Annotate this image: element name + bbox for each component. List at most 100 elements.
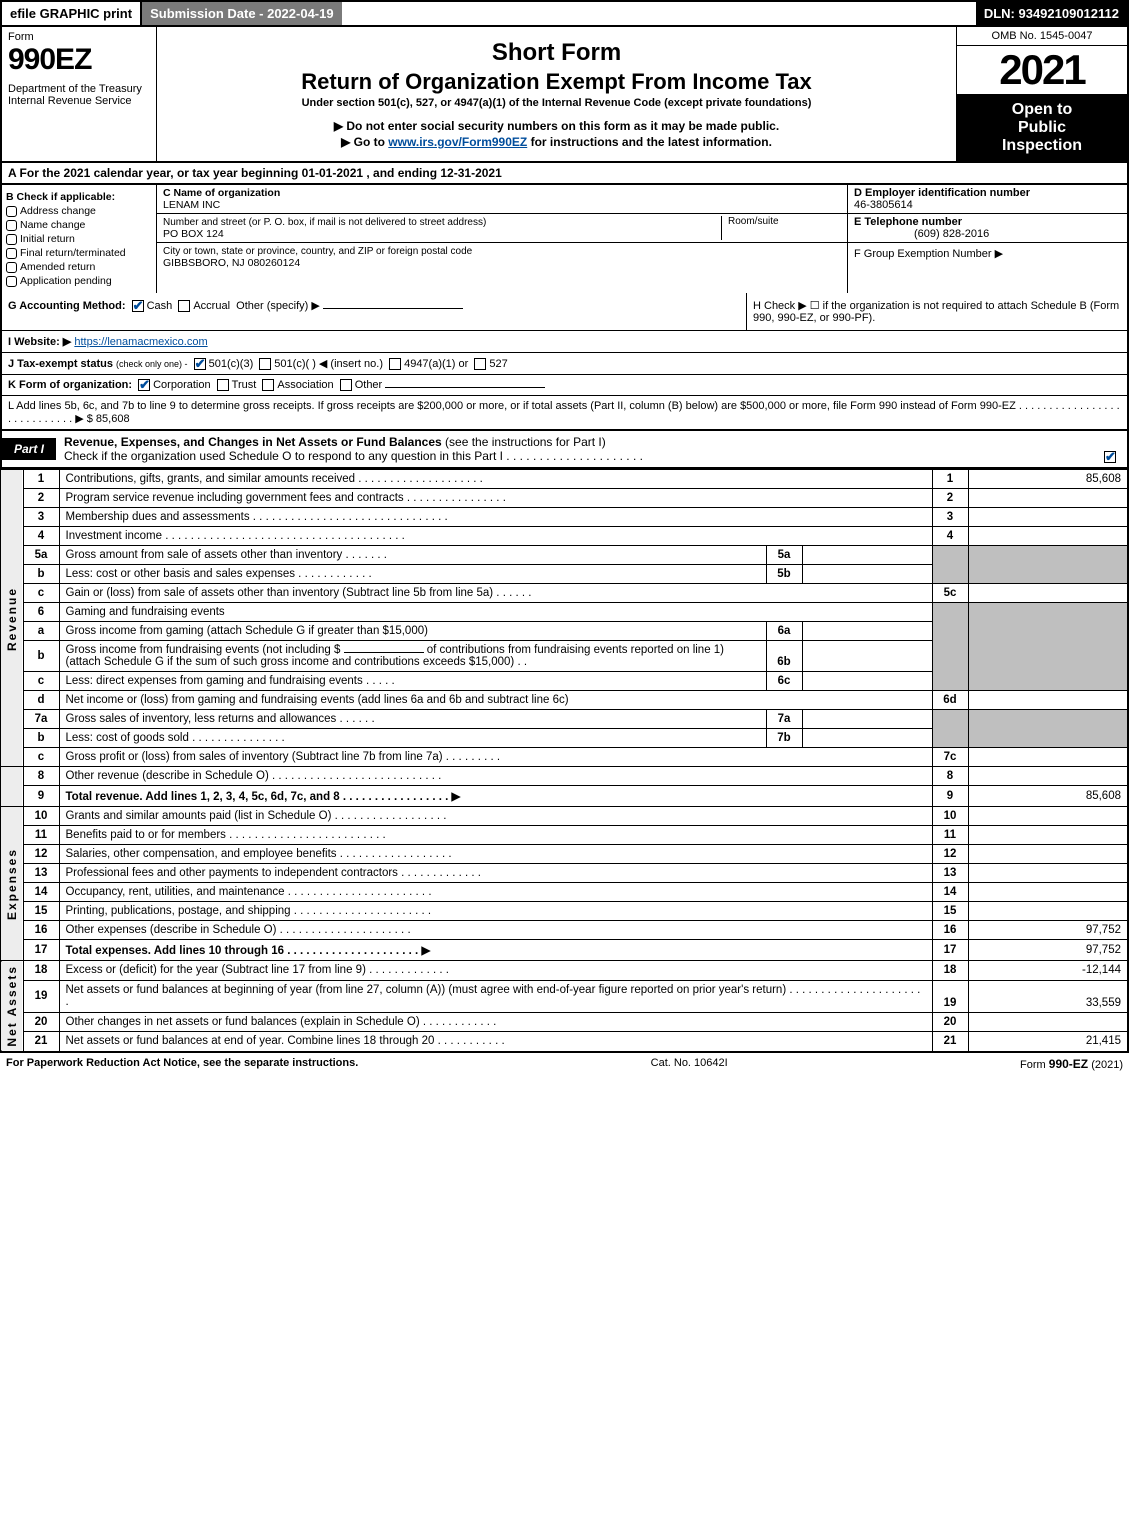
line-3: 3 Membership dues and assessments . . . … (1, 508, 1128, 527)
line-20: 20 Other changes in net assets or fund b… (1, 1012, 1128, 1032)
line-12-amt (968, 845, 1128, 864)
checkbox-icon[interactable] (6, 276, 17, 287)
return-title: Return of Organization Exempt From Incom… (165, 69, 948, 95)
line-6: 6 Gaming and fundraising events (1, 603, 1128, 622)
line-6b-desc: Gross income from fundraising events (no… (59, 641, 766, 672)
checkbox-icon[interactable] (178, 300, 190, 312)
line-10-amt (968, 807, 1128, 826)
line-17-desc: Total expenses. Add lines 10 through 16 … (59, 940, 932, 961)
line-3-num: 3 (23, 508, 59, 527)
netassets-tab: Net Assets (1, 961, 23, 1052)
checkbox-icon[interactable] (194, 358, 206, 370)
form-title-block: Short Form Return of Organization Exempt… (157, 27, 957, 161)
line-19-desc: Net assets or fund balances at beginning… (59, 980, 932, 1012)
form-word: Form (8, 31, 150, 43)
checkbox-icon[interactable] (389, 358, 401, 370)
line-20-num: 20 (23, 1012, 59, 1032)
line-2: 2 Program service revenue including gove… (1, 489, 1128, 508)
checkbox-icon[interactable] (259, 358, 271, 370)
line-11-ref: 11 (932, 826, 968, 845)
line-11-num: 11 (23, 826, 59, 845)
b-item-1[interactable]: Name change (6, 219, 152, 231)
checkbox-icon[interactable] (138, 379, 150, 391)
line-1-num: 1 (23, 470, 59, 489)
checkbox-icon[interactable] (6, 234, 17, 245)
b-item-4[interactable]: Amended return (6, 261, 152, 273)
org-name: LENAM INC (163, 199, 220, 211)
open-to-public: Open to Public Inspection (957, 95, 1127, 161)
line-6-grey-amt (968, 603, 1128, 691)
checkbox-icon[interactable] (6, 262, 17, 273)
checkbox-icon[interactable] (6, 248, 17, 259)
do-not-enter: ▶ Do not enter social security numbers o… (165, 119, 948, 133)
line-11-amt (968, 826, 1128, 845)
checkbox-icon[interactable] (217, 379, 229, 391)
b-item-2[interactable]: Initial return (6, 233, 152, 245)
line-7ab-grey (932, 710, 968, 748)
line-7b-sub: 7b (766, 729, 802, 748)
line-19-num: 19 (23, 980, 59, 1012)
line-7b-subamt (802, 729, 932, 748)
k-label: K Form of organization: (8, 379, 132, 391)
line-6b-sub: 6b (766, 641, 802, 672)
goto-pre: ▶ Go to (341, 135, 388, 149)
checkbox-icon[interactable] (6, 220, 17, 231)
checkbox-icon[interactable] (262, 379, 274, 391)
d-ein-label: D Employer identification number (854, 187, 1030, 199)
part-i-tab: Part I (2, 438, 56, 460)
line-2-amt (968, 489, 1128, 508)
checkbox-icon[interactable] (1104, 451, 1116, 463)
topbar-spacer (344, 2, 976, 25)
row-a: A For the 2021 calendar year, or tax yea… (0, 163, 1129, 185)
line-19-ref: 19 (932, 980, 968, 1012)
line-20-desc: Other changes in net assets or fund bala… (59, 1012, 932, 1032)
line-13-amt (968, 864, 1128, 883)
k-other-line[interactable] (385, 387, 545, 388)
line-14-num: 14 (23, 883, 59, 902)
gh-row: G Accounting Method: Cash Accrual Other … (0, 293, 1129, 331)
website-link[interactable]: https://lenamacmexico.com (74, 336, 207, 348)
line-6b-text1: Gross income from fundraising events (no… (66, 644, 341, 656)
line-1-desc: Contributions, gifts, grants, and simila… (59, 470, 932, 489)
line-6-desc: Gaming and fundraising events (59, 603, 932, 622)
line-1: Revenue 1 Contributions, gifts, grants, … (1, 470, 1128, 489)
short-form-title: Short Form (165, 39, 948, 67)
efile-label[interactable]: efile GRAPHIC print (2, 2, 142, 25)
d-tel-row: E Telephone number (609) 828-2016 (848, 214, 1127, 243)
line-7ab-grey-amt (968, 710, 1128, 748)
line-12-desc: Salaries, other compensation, and employ… (59, 845, 932, 864)
line-5b-subamt (802, 565, 932, 584)
line-12-ref: 12 (932, 845, 968, 864)
col-d: D Employer identification number 46-3805… (847, 185, 1127, 293)
footer-right-bold: 990-EZ (1049, 1057, 1088, 1071)
line-5a-desc: Gross amount from sale of assets other t… (59, 546, 766, 565)
line-5c-ref: 5c (932, 584, 968, 603)
line-6d-desc: Net income or (loss) from gaming and fun… (59, 691, 932, 710)
checkbox-icon[interactable] (132, 300, 144, 312)
line-20-amt (968, 1012, 1128, 1032)
goto-link[interactable]: www.irs.gov/Form990EZ (388, 135, 527, 149)
b-item-3[interactable]: Final return/terminated (6, 247, 152, 259)
k-opt-1: Trust (232, 379, 257, 391)
line-6a-subamt (802, 622, 932, 641)
checkbox-icon[interactable] (6, 206, 17, 217)
j-opt1: 501(c)(3) (209, 358, 254, 370)
line-6b-blank[interactable] (344, 652, 424, 653)
d-tel: (609) 828-2016 (854, 228, 989, 240)
line-12: 12 Salaries, other compensation, and emp… (1, 845, 1128, 864)
g-other-line[interactable] (323, 308, 463, 309)
b-title: B Check if applicable: (6, 191, 152, 203)
line-18: Net Assets 18 Excess or (deficit) for th… (1, 961, 1128, 981)
b-item-3-label: Final return/terminated (20, 247, 126, 259)
line-19: 19 Net assets or fund balances at beginn… (1, 980, 1128, 1012)
checkbox-icon[interactable] (474, 358, 486, 370)
line-5ab-grey (932, 546, 968, 584)
line-5c-amt (968, 584, 1128, 603)
b-item-0[interactable]: Address change (6, 205, 152, 217)
b-item-5[interactable]: Application pending (6, 275, 152, 287)
line-4-amt (968, 527, 1128, 546)
checkbox-icon[interactable] (340, 379, 352, 391)
line-2-ref: 2 (932, 489, 968, 508)
page-footer: For Paperwork Reduction Act Notice, see … (0, 1052, 1129, 1075)
part-i-header: Part I Revenue, Expenses, and Changes in… (0, 431, 1129, 469)
